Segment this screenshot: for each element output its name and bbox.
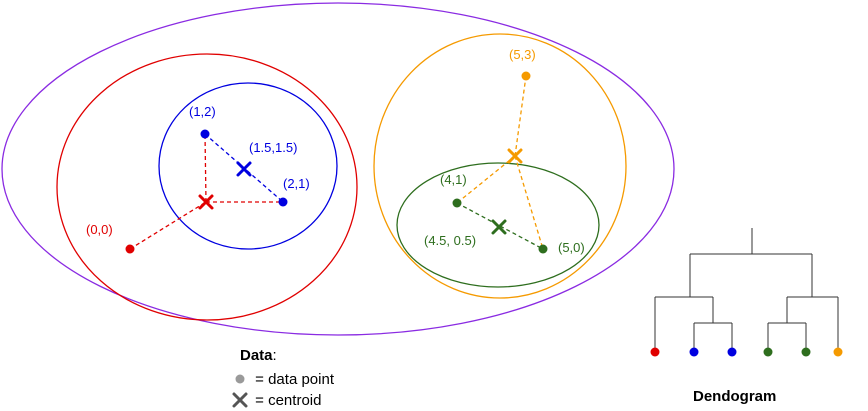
data-point-5-3 — [521, 71, 531, 81]
point-label-0-0: (0,0) — [86, 222, 113, 237]
legend-title: Data: — [240, 347, 277, 364]
centroid-marker-orange — [507, 148, 523, 164]
point-label-1-2: (1,2) — [189, 104, 216, 119]
data-point-5-0 — [538, 244, 548, 254]
red-link-line — [129, 201, 207, 250]
orange-link-line — [456, 155, 516, 204]
legend-point-text: = data point — [251, 371, 335, 388]
point-label-5-0: (5,0) — [558, 240, 585, 255]
dendrogram-leaf — [763, 347, 773, 357]
data-point-1-2 — [200, 129, 210, 139]
centroid-marker-red — [198, 194, 214, 210]
blue-cluster-ellipse — [158, 82, 338, 250]
dendrogram-leaf — [650, 347, 660, 357]
point-label-2-1: (2,1) — [283, 176, 310, 191]
centroid-label-blue: (1.5,1.5) — [249, 140, 297, 155]
orange-link-line — [514, 75, 527, 157]
centroid-marker-green — [491, 219, 507, 235]
green-link-line — [456, 202, 544, 250]
dendrogram-leaf — [689, 347, 699, 357]
data-point-4-1 — [452, 198, 462, 208]
point-label-5-3: (5,3) — [509, 47, 536, 62]
orange-cluster-ellipse — [373, 33, 627, 299]
legend-centroid-icon — [232, 392, 248, 408]
dendrogram-leaf — [727, 347, 737, 357]
legend-point-icon — [235, 374, 245, 384]
orange-link-line — [514, 155, 544, 250]
centroid-label-green: (4.5, 0.5) — [424, 233, 476, 248]
dendrogram-title: Dendogram — [693, 388, 776, 405]
legend-centroid-text: = centroid — [251, 392, 321, 409]
point-label-4-1: (4,1) — [440, 172, 467, 187]
data-point-2-1 — [278, 197, 288, 207]
dendrogram-leaf — [801, 347, 811, 357]
red-cluster-ellipse — [56, 53, 358, 321]
dendrogram — [654, 228, 839, 352]
data-point-0-0 — [125, 244, 135, 254]
green-cluster-ellipse — [396, 162, 600, 288]
red-link-line — [204, 133, 207, 203]
outer-cluster-ellipse — [1, 2, 675, 336]
dendrogram-leaf — [833, 347, 843, 357]
centroid-marker-blue — [236, 161, 252, 177]
